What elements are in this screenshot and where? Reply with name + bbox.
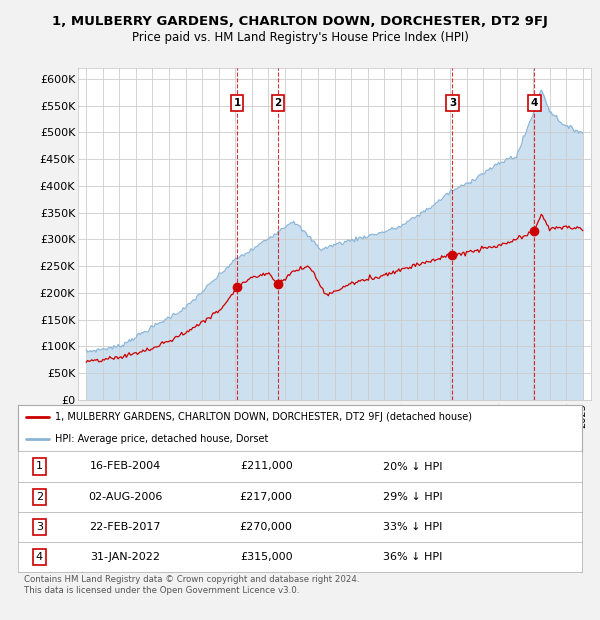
Text: 22-FEB-2017: 22-FEB-2017 (89, 522, 161, 532)
Text: £217,000: £217,000 (240, 492, 293, 502)
Text: 3: 3 (449, 98, 456, 108)
Text: 1: 1 (36, 461, 43, 471)
Text: 2: 2 (36, 492, 43, 502)
Text: £211,000: £211,000 (240, 461, 293, 471)
Text: 1, MULBERRY GARDENS, CHARLTON DOWN, DORCHESTER, DT2 9FJ: 1, MULBERRY GARDENS, CHARLTON DOWN, DORC… (52, 16, 548, 29)
Text: 20% ↓ HPI: 20% ↓ HPI (383, 461, 443, 471)
Text: 4: 4 (36, 552, 43, 562)
Text: £270,000: £270,000 (240, 522, 293, 532)
Text: £315,000: £315,000 (240, 552, 292, 562)
Text: 1, MULBERRY GARDENS, CHARLTON DOWN, DORCHESTER, DT2 9FJ (detached house): 1, MULBERRY GARDENS, CHARLTON DOWN, DORC… (55, 412, 472, 422)
Text: 29% ↓ HPI: 29% ↓ HPI (383, 492, 443, 502)
Text: 2: 2 (274, 98, 281, 108)
Text: 31-JAN-2022: 31-JAN-2022 (90, 552, 160, 562)
Text: HPI: Average price, detached house, Dorset: HPI: Average price, detached house, Dors… (55, 434, 268, 444)
Text: 1: 1 (233, 98, 241, 108)
Text: 16-FEB-2004: 16-FEB-2004 (89, 461, 161, 471)
Text: Contains HM Land Registry data © Crown copyright and database right 2024.
This d: Contains HM Land Registry data © Crown c… (24, 575, 359, 595)
Text: 4: 4 (531, 98, 538, 108)
Text: 02-AUG-2006: 02-AUG-2006 (88, 492, 163, 502)
Text: Price paid vs. HM Land Registry's House Price Index (HPI): Price paid vs. HM Land Registry's House … (131, 31, 469, 44)
Text: 3: 3 (36, 522, 43, 532)
Text: 33% ↓ HPI: 33% ↓ HPI (383, 522, 442, 532)
Text: 36% ↓ HPI: 36% ↓ HPI (383, 552, 442, 562)
